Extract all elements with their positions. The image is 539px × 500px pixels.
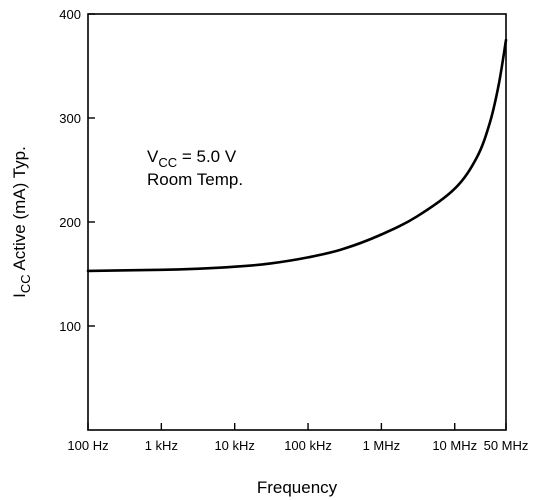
y-tick-label-2: 300 xyxy=(59,111,81,126)
y-ticks xyxy=(88,13,95,327)
x-tick-label-0: 100 Hz xyxy=(67,438,108,453)
annotation-vcc-rest: = 5.0 V xyxy=(177,147,237,166)
x-tick-label-4: 1 MHz xyxy=(363,438,401,453)
annotation-vcc-sub: CC xyxy=(158,155,177,170)
y-axis-title: ICC Active (mA) Typ. xyxy=(10,146,33,298)
x-tick-label-5: 10 MHz xyxy=(432,438,477,453)
x-tick-label-3: 100 kHz xyxy=(284,438,332,453)
y-tick-label-0: 100 xyxy=(59,319,81,334)
y-axis-title-rest: Active (mA) Typ. xyxy=(10,146,29,274)
annotation-room-temp: Room Temp. xyxy=(147,170,243,189)
y-tick-label-1: 200 xyxy=(59,215,81,230)
x-tick-label-2: 10 kHz xyxy=(214,438,254,453)
x-ticks xyxy=(87,423,507,430)
series-line xyxy=(86,38,508,273)
y-axis-title-sub: CC xyxy=(18,274,33,293)
x-tick-label-1: 1 kHz xyxy=(145,438,178,453)
y-tick-labels: 100 200 300 400 xyxy=(59,7,81,334)
x-tick-label-6: 50 MHz xyxy=(484,438,529,453)
x-tick-labels: 100 Hz 1 kHz 10 kHz 100 kHz 1 MHz 10 MHz 50 MH… xyxy=(67,438,528,453)
y-axis-title-main: I xyxy=(10,293,29,298)
plot-frame xyxy=(87,13,507,431)
annotation-vcc: VCC = 5.0 V xyxy=(147,147,237,170)
y-tick-label-3: 400 xyxy=(59,7,81,22)
x-axis-title: Frequency xyxy=(257,478,338,497)
annotation-vcc-main: V xyxy=(147,147,159,166)
